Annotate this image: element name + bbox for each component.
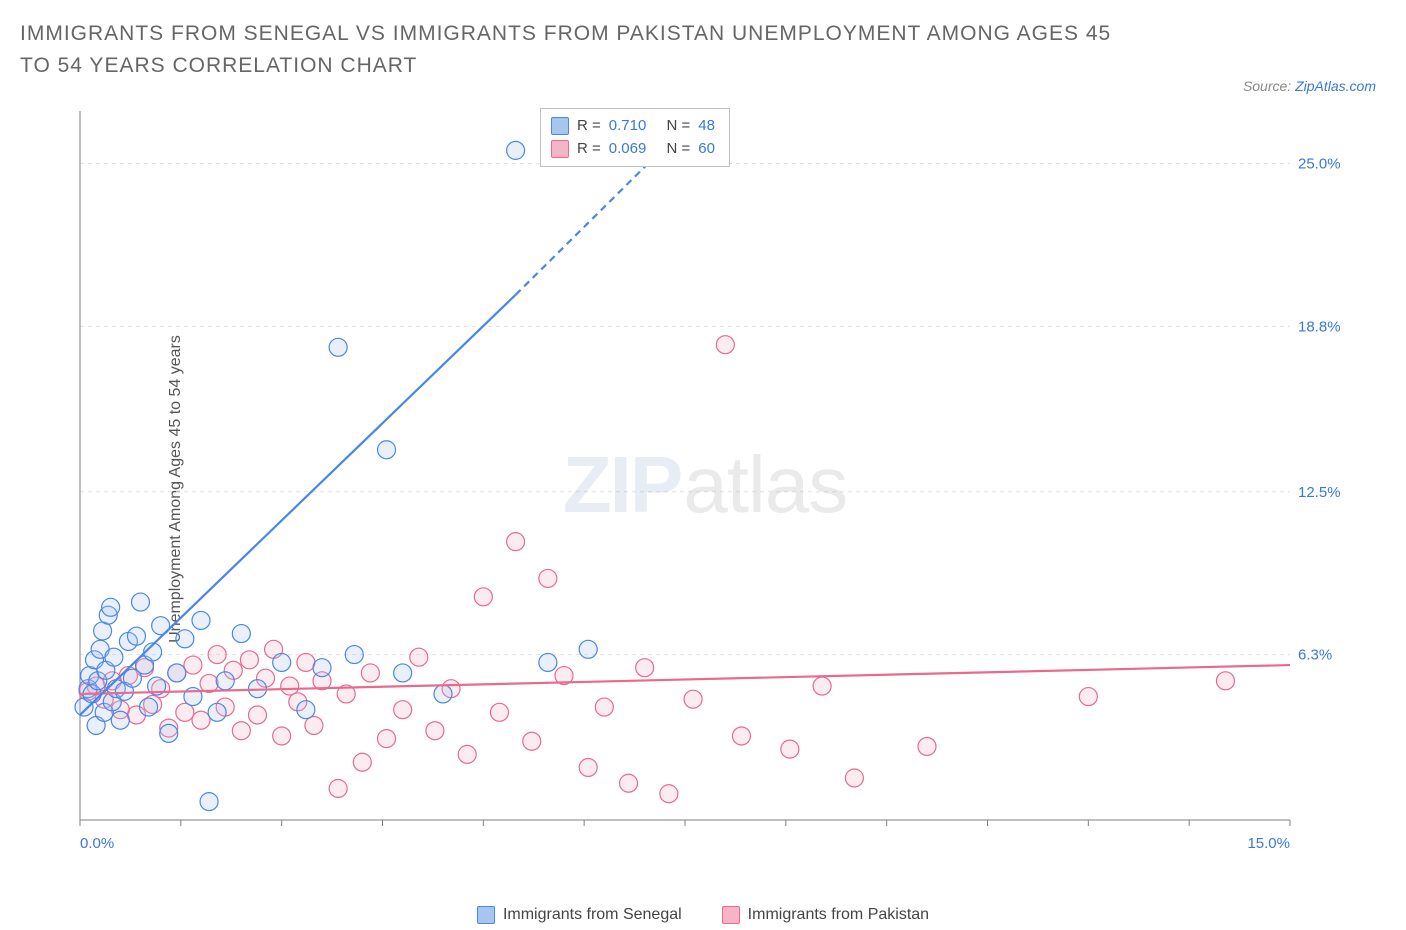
svg-text:12.5%: 12.5% <box>1298 484 1341 501</box>
stats-legend-row-senegal: R = 0.710 N = 48 <box>551 115 715 138</box>
chart-title: IMMIGRANTS FROM SENEGAL VS IMMIGRANTS FR… <box>20 18 1140 81</box>
series-legend: Immigrants from Senegal Immigrants from … <box>0 906 1406 924</box>
stats-legend-row-pakistan: R = 0.069 N = 60 <box>551 138 715 161</box>
r-value-pakistan: 0.069 <box>609 138 647 161</box>
legend-swatch-pakistan <box>551 140 569 158</box>
legend-swatch-senegal-icon <box>477 906 495 924</box>
svg-text:25.0%: 25.0% <box>1298 156 1341 173</box>
legend-swatch-senegal <box>551 117 569 135</box>
legend-item-pakistan: Immigrants from Pakistan <box>722 906 929 924</box>
r-label-2: R = <box>577 138 601 161</box>
source-link[interactable]: ZipAtlas.com <box>1295 78 1376 94</box>
r-value-senegal: 0.710 <box>609 115 647 138</box>
n-value-senegal: 48 <box>698 115 715 138</box>
chart-root: IMMIGRANTS FROM SENEGAL VS IMMIGRANTS FR… <box>0 0 1406 930</box>
svg-text:18.8%: 18.8% <box>1298 318 1341 335</box>
n-label-2: N = <box>666 138 690 161</box>
svg-text:6.3%: 6.3% <box>1298 647 1332 664</box>
legend-item-senegal: Immigrants from Senegal <box>477 906 682 924</box>
plot-area: 6.3%12.5%18.8%25.0%0.0%15.0% ZIP atlas <box>60 105 1350 865</box>
legend-label-senegal: Immigrants from Senegal <box>503 906 682 924</box>
r-label: R = <box>577 115 601 138</box>
source-attribution: Source: ZipAtlas.com <box>1243 78 1376 94</box>
svg-text:15.0%: 15.0% <box>1247 835 1290 852</box>
scatter-svg: 6.3% 12.5% 18.8% 25.0% 0.0% 15.0% <box>60 105 1350 865</box>
n-label: N = <box>666 115 690 138</box>
stats-legend: R = 0.710 N = 48 R = 0.069 N = 60 <box>540 108 730 167</box>
legend-label-pakistan: Immigrants from Pakistan <box>748 906 929 924</box>
n-value-pakistan: 60 <box>698 138 715 161</box>
svg-text:0.0%: 0.0% <box>80 835 114 852</box>
source-prefix: Source: <box>1243 78 1295 94</box>
legend-swatch-pakistan-icon <box>722 906 740 924</box>
